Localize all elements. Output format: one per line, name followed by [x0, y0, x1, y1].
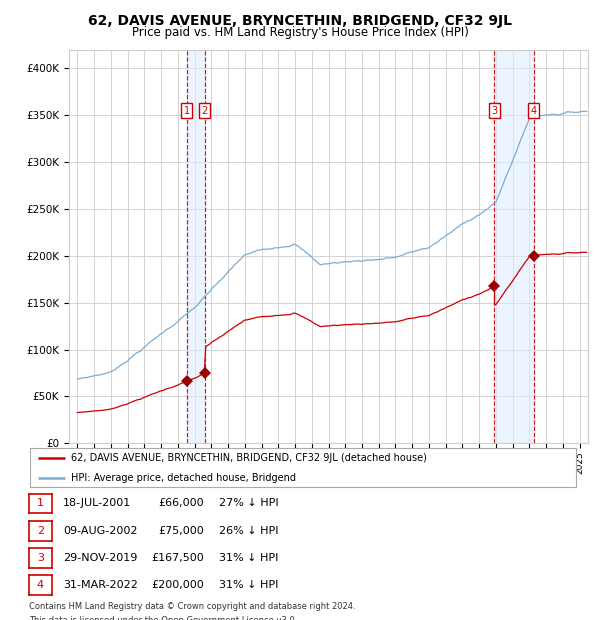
Text: 29-NOV-2019: 29-NOV-2019 [63, 553, 137, 563]
Text: 62, DAVIS AVENUE, BRYNCETHIN, BRIDGEND, CF32 9JL (detached house): 62, DAVIS AVENUE, BRYNCETHIN, BRIDGEND, … [71, 453, 427, 463]
Text: HPI: Average price, detached house, Bridgend: HPI: Average price, detached house, Brid… [71, 473, 296, 483]
Text: 31% ↓ HPI: 31% ↓ HPI [219, 580, 278, 590]
Text: 62, DAVIS AVENUE, BRYNCETHIN, BRIDGEND, CF32 9JL: 62, DAVIS AVENUE, BRYNCETHIN, BRIDGEND, … [88, 14, 512, 28]
Text: Price paid vs. HM Land Registry's House Price Index (HPI): Price paid vs. HM Land Registry's House … [131, 26, 469, 39]
Text: 2: 2 [202, 105, 208, 115]
Text: £167,500: £167,500 [151, 553, 204, 563]
Text: £66,000: £66,000 [158, 498, 204, 508]
Text: Contains HM Land Registry data © Crown copyright and database right 2024.: Contains HM Land Registry data © Crown c… [29, 602, 355, 611]
Text: 18-JUL-2001: 18-JUL-2001 [63, 498, 131, 508]
Bar [494, 50, 533, 443]
Bar [187, 50, 205, 443]
Text: 3: 3 [491, 105, 497, 115]
Text: 4: 4 [37, 580, 44, 590]
Text: 26% ↓ HPI: 26% ↓ HPI [219, 526, 278, 536]
Text: 31% ↓ HPI: 31% ↓ HPI [219, 553, 278, 563]
Text: 4: 4 [530, 105, 536, 115]
Text: 09-AUG-2002: 09-AUG-2002 [63, 526, 137, 536]
Text: 31-MAR-2022: 31-MAR-2022 [63, 580, 138, 590]
Text: 3: 3 [37, 553, 44, 563]
Text: £200,000: £200,000 [151, 580, 204, 590]
Text: £75,000: £75,000 [158, 526, 204, 536]
Text: 1: 1 [37, 498, 44, 508]
Text: 27% ↓ HPI: 27% ↓ HPI [219, 498, 278, 508]
Text: This data is licensed under the Open Government Licence v3.0.: This data is licensed under the Open Gov… [29, 616, 297, 620]
Text: 2: 2 [37, 526, 44, 536]
Text: 1: 1 [184, 105, 190, 115]
